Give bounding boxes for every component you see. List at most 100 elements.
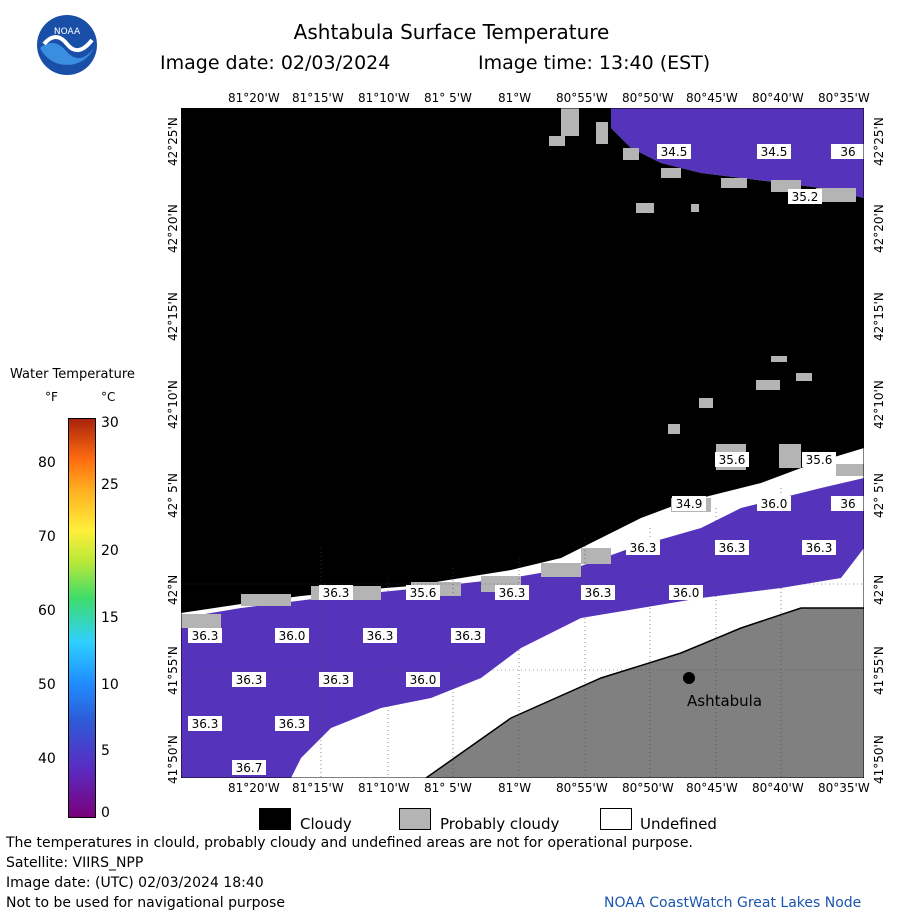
fahrenheit-tick: 70: [38, 529, 56, 545]
latitude-label: 41°55'N: [166, 646, 180, 695]
temperature-label: 34.5: [761, 145, 788, 159]
temperature-label-bg: [232, 760, 266, 775]
temperature-label: 36.0: [761, 497, 788, 511]
ashtabula-marker: [683, 672, 695, 684]
longitude-label: 80°55'W: [556, 91, 608, 105]
celsius-tick: 0: [101, 805, 110, 821]
legend-title: Water Temperature: [10, 367, 135, 382]
temperature-label: 36.3: [192, 717, 219, 731]
longitude-label: 80°35'W: [818, 781, 870, 795]
latitude-label: 42° 5'N: [166, 473, 180, 518]
temperature-label-bg: [672, 496, 706, 511]
temperature-label: 36.0: [673, 586, 700, 600]
temperature-label-bg: [275, 716, 309, 731]
footer-credit: NOAA CoastWatch Great Lakes Node: [604, 895, 862, 911]
fahrenheit-tick: 80: [38, 455, 56, 471]
temperature-label: 35.6: [410, 586, 437, 600]
temperature-label: 36.7: [236, 761, 263, 775]
water-region-north: [611, 108, 864, 198]
temperature-label-bg: [451, 628, 485, 643]
legend-unit-f: °F: [45, 390, 58, 404]
celsius-tick: 30: [101, 415, 119, 431]
temperature-label: 36.3: [585, 586, 612, 600]
latitude-label: 42° 5'N: [872, 473, 886, 518]
temperature-label-bg: [657, 144, 691, 159]
cloudy-label: Cloudy: [300, 815, 352, 833]
fahrenheit-tick: 40: [38, 751, 56, 767]
image-time: Image time: 13:40 (EST): [478, 52, 711, 74]
footer-disclaimer: The temperatures in clould, probably clo…: [6, 835, 693, 851]
temperature-label-bg: [626, 540, 660, 555]
latitude-label: 41°50'N: [872, 735, 886, 784]
footer-satellite: Satellite: VIIRS_NPP: [6, 855, 144, 871]
temperature-label: 36.3: [806, 541, 833, 555]
temperature-label-bg: [581, 585, 615, 600]
temperature-label-bg: [757, 496, 791, 511]
latitude-label: 41°50'N: [166, 735, 180, 784]
temperature-label: 36.3: [455, 629, 482, 643]
cloudy-swatch: [259, 808, 291, 830]
latitude-label: 42°10'N: [166, 380, 180, 429]
latitude-label: 42°10'N: [872, 380, 886, 429]
temperature-label-bg: [275, 628, 309, 643]
temperature-label-bg: [188, 628, 222, 643]
temperature-label-bg: [188, 716, 222, 731]
celsius-tick: 5: [101, 743, 110, 759]
temperature-label-bg: [232, 672, 266, 687]
undefined-label: Undefined: [640, 815, 717, 833]
temperature-label-bg: [406, 672, 440, 687]
longitude-label: 81°W: [498, 91, 532, 105]
longitude-label: 80°40'W: [752, 91, 804, 105]
temperature-label-bg: [831, 144, 864, 159]
temperature-label-bg: [757, 144, 791, 159]
longitude-label: 80°45'W: [686, 781, 738, 795]
temperature-label-bg: [715, 452, 749, 467]
longitude-label: 80°45'W: [686, 91, 738, 105]
temperature-map: 34.5 34.5 36 35.2 35.6 35.6 34.9 36.0 36 36.3 36.3…: [181, 108, 864, 778]
longitude-label: 81° 5'W: [424, 781, 472, 795]
longitude-label: 81°10'W: [358, 781, 410, 795]
temperature-label: 35.6: [806, 453, 833, 467]
temperature-label-bg: [831, 496, 864, 511]
celsius-tick: 15: [101, 610, 119, 626]
temperature-label: 36.3: [323, 586, 350, 600]
cloud-region: [181, 108, 864, 613]
image-date: Image date: 02/03/2024: [160, 52, 391, 74]
footer-navigation-warning: Not to be used for navigational purpose: [6, 895, 285, 911]
fahrenheit-tick: 50: [38, 677, 56, 693]
latitude-label: 42°20'N: [872, 204, 886, 253]
temperature-label: 36.3: [323, 673, 350, 687]
temperature-label: 36.3: [630, 541, 657, 555]
celsius-tick: 20: [101, 543, 119, 559]
legend-unit-c: °C: [101, 390, 116, 404]
latitude-label: 42°N: [872, 574, 886, 605]
undefined-swatch: [600, 808, 632, 830]
temperature-label-bg: [363, 628, 397, 643]
longitude-label: 81° 5'W: [424, 91, 472, 105]
temperature-label-bg: [788, 189, 822, 204]
land-region: [426, 608, 864, 778]
temperature-label: 36.3: [499, 586, 526, 600]
longitude-label: 81°15'W: [292, 781, 344, 795]
longitude-label: 80°35'W: [818, 91, 870, 105]
noaa-logo: NOAA: [37, 15, 97, 75]
temperature-label: 36.0: [410, 673, 437, 687]
fahrenheit-tick: 60: [38, 603, 56, 619]
longitude-label: 81°15'W: [292, 91, 344, 105]
latitude-label: 42°25'N: [872, 117, 886, 166]
longitude-label: 81°20'W: [228, 781, 280, 795]
temperature-label: 36.3: [236, 673, 263, 687]
temperature-label-bg: [319, 672, 353, 687]
longitude-label: 81°10'W: [358, 91, 410, 105]
temperature-label: 36.3: [719, 541, 746, 555]
logo-text: NOAA: [54, 27, 81, 37]
longitude-label: 80°40'W: [752, 781, 804, 795]
temperature-label-bg: [319, 585, 353, 600]
longitude-label: 81°W: [498, 781, 532, 795]
city-label: Ashtabula: [687, 692, 762, 710]
longitude-label: 80°55'W: [556, 781, 608, 795]
celsius-tick: 10: [101, 677, 119, 693]
longitude-label: 81°20'W: [228, 91, 280, 105]
longitude-label: 80°50'W: [622, 781, 674, 795]
temperature-label: 36.3: [279, 717, 306, 731]
